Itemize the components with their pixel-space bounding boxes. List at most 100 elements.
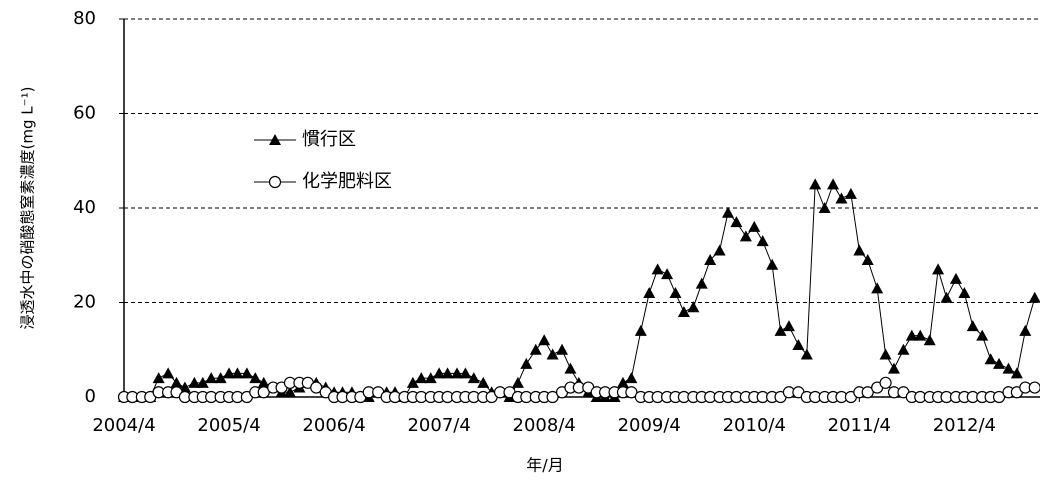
legend-label: 化学肥料区 — [302, 171, 392, 192]
data-point — [914, 329, 927, 341]
legend-label: 慣行区 — [302, 129, 356, 150]
data-point — [739, 230, 752, 242]
data-point — [756, 235, 769, 247]
data-point — [188, 376, 201, 388]
data-point — [871, 282, 884, 294]
data-point — [643, 287, 656, 299]
data-point — [546, 348, 559, 360]
legend-marker — [268, 175, 282, 189]
data-point — [993, 357, 1006, 369]
data-point — [257, 376, 270, 388]
data-point — [905, 329, 918, 341]
series-line — [124, 183, 1036, 398]
data-point — [992, 390, 1006, 404]
data-point — [1019, 324, 1032, 336]
data-point — [713, 244, 726, 256]
data-point — [249, 372, 262, 384]
data-point — [677, 305, 690, 317]
data-point — [661, 268, 674, 280]
data-point — [818, 202, 831, 213]
data-point — [932, 263, 945, 275]
data-point — [520, 357, 533, 369]
data-point — [958, 287, 971, 299]
data-point — [800, 348, 813, 360]
data-point — [976, 329, 989, 341]
data-point — [879, 348, 892, 360]
data-point — [1010, 367, 1023, 379]
data-point — [879, 376, 892, 389]
data-point — [459, 367, 472, 379]
x-tick-label: 2011/4 — [828, 415, 891, 436]
data-point — [511, 376, 524, 388]
y-axis-label: 浸透水中の硝酸態窒素濃度(mg L⁻¹) — [19, 87, 37, 330]
data-point — [240, 367, 253, 379]
data-point — [170, 376, 183, 388]
x-tick-label: 2010/4 — [723, 415, 786, 436]
data-point — [861, 253, 874, 265]
data-point — [774, 324, 787, 336]
data-point — [940, 291, 953, 303]
data-point — [529, 343, 542, 355]
data-point — [415, 372, 428, 384]
y-tick-label: 0 — [85, 386, 96, 407]
data-point — [722, 206, 735, 218]
data-point — [651, 263, 664, 275]
data-point — [949, 272, 962, 284]
data-point — [564, 362, 577, 374]
data-point — [625, 372, 638, 384]
data-point — [538, 334, 551, 346]
data-point — [424, 372, 437, 384]
data-point — [223, 367, 236, 379]
data-point — [625, 386, 638, 399]
data-point — [887, 362, 900, 374]
data-point — [748, 220, 761, 232]
x-tick-label: 2008/4 — [513, 415, 576, 436]
data-point — [310, 381, 323, 394]
data-point — [687, 301, 700, 313]
data-point — [196, 376, 209, 388]
y-tick-label: 80 — [73, 8, 96, 29]
x-tick-label: 2004/4 — [92, 415, 155, 436]
data-point — [441, 367, 454, 379]
data-point — [634, 324, 647, 336]
y-tick-label: 60 — [73, 103, 96, 124]
y-tick-label: 40 — [73, 197, 96, 218]
x-axis-label: 年/月 — [526, 456, 563, 475]
x-tick-label: 2007/4 — [407, 415, 470, 436]
data-point — [162, 367, 175, 379]
data-point — [782, 320, 795, 332]
data-point — [984, 353, 997, 365]
data-point — [766, 258, 779, 270]
data-point — [669, 287, 682, 299]
data-point — [406, 376, 419, 388]
data-point — [450, 367, 463, 379]
data-point — [704, 253, 717, 265]
data-point — [205, 372, 218, 384]
data-point — [809, 178, 822, 190]
data-point — [897, 343, 910, 355]
data-point — [1028, 381, 1040, 394]
data-point — [923, 334, 936, 346]
data-point — [861, 386, 874, 399]
legend-marker — [269, 134, 281, 145]
data-point — [616, 376, 629, 388]
x-tick-label: 2012/4 — [933, 415, 996, 436]
x-tick-label: 2009/4 — [618, 415, 681, 436]
data-point — [546, 390, 559, 404]
data-point — [467, 372, 480, 384]
data-point — [827, 178, 840, 190]
data-point — [477, 376, 490, 388]
data-point — [1002, 362, 1015, 374]
data-point — [433, 367, 446, 379]
data-point — [231, 367, 244, 379]
data-point — [695, 277, 708, 289]
data-point — [283, 386, 296, 398]
data-point — [966, 320, 979, 332]
data-point — [556, 343, 569, 355]
y-tick-label: 20 — [73, 292, 96, 313]
data-point — [214, 372, 227, 384]
data-point — [1028, 291, 1040, 303]
data-point — [835, 192, 848, 204]
data-point — [257, 386, 270, 399]
